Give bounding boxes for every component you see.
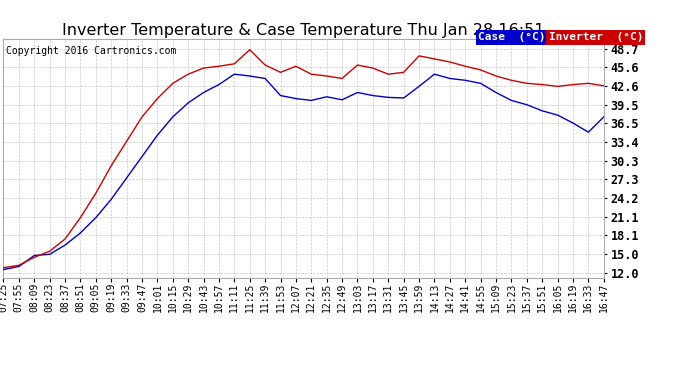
Text: Case  (°C): Case (°C) [478, 33, 546, 42]
Text: Inverter  (°C): Inverter (°C) [549, 33, 643, 42]
Title: Inverter Temperature & Case Temperature Thu Jan 28 16:51: Inverter Temperature & Case Temperature … [62, 23, 545, 38]
Text: Copyright 2016 Cartronics.com: Copyright 2016 Cartronics.com [6, 46, 176, 56]
